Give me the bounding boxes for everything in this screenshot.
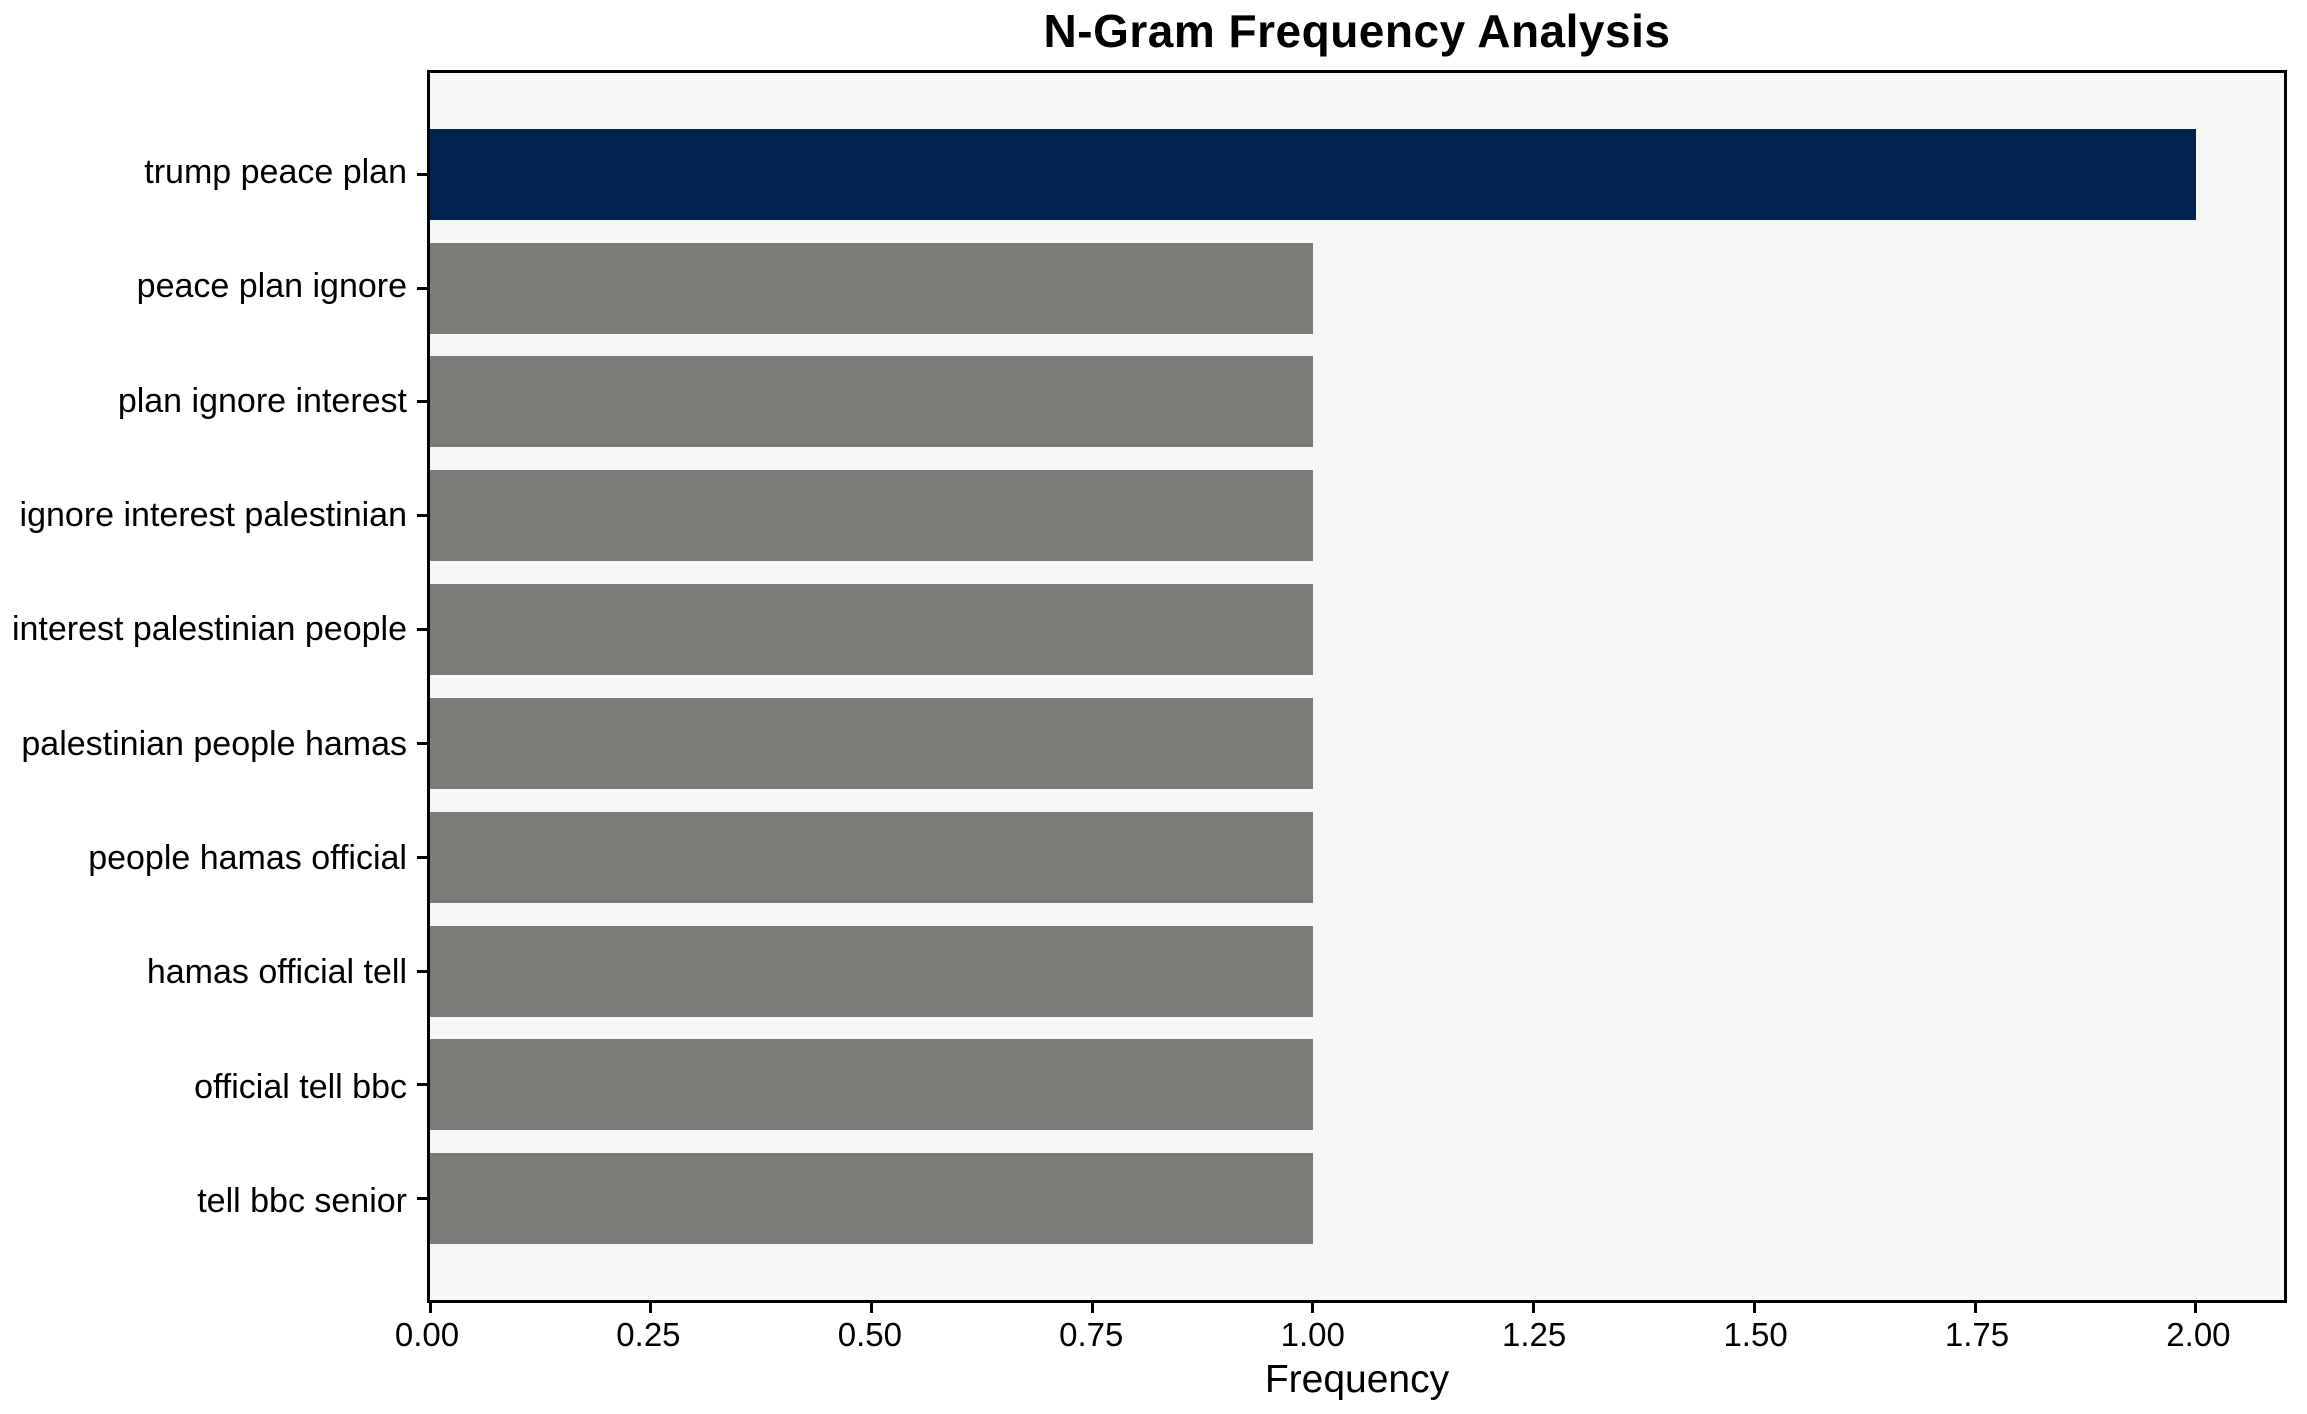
y-tick-mark: [417, 172, 427, 176]
y-tick-mark: [417, 286, 427, 290]
y-tick-label: palestinian people hamas: [21, 724, 407, 763]
x-axis-label: Frequency: [1264, 1358, 1450, 1401]
y-tick-label: ignore interest palestinian: [19, 495, 407, 534]
x-tick-label: 1.75: [1944, 1316, 2010, 1353]
x-tick-label: 2.00: [2166, 1316, 2231, 1353]
y-tick-mark: [417, 741, 427, 745]
y-axis-labels: trump peace plan peace plan ignore plan ig…: [0, 70, 407, 1303]
x-axis-tick-labels: 0.00 0.25 0.50 0.75 1.00 1.25 1.50 1.75 2.00: [395, 1316, 2287, 1362]
x-tick-label: 1.00: [1280, 1316, 1345, 1353]
bar: [430, 811, 1313, 903]
x-tick-label: 0.25: [616, 1316, 681, 1353]
y-tick-label: trump peace plan: [144, 152, 407, 191]
y-tick-mark: [417, 855, 427, 859]
x-tick-label: 0.75: [1059, 1316, 1124, 1353]
bar: [430, 1039, 1313, 1131]
bar: [430, 584, 1313, 676]
bar: [430, 1153, 1313, 1245]
x-tick-mark: [1973, 1303, 1977, 1313]
x-tick-mark: [1090, 1303, 1094, 1313]
x-tick-mark: [1311, 1303, 1315, 1313]
y-tick-mark: [417, 1197, 427, 1201]
y-tick-label: people hamas official: [88, 839, 407, 878]
y-tick-label: hamas official tell: [146, 953, 407, 992]
chart-title: N-Gram Frequency Analysis: [1043, 5, 1671, 57]
x-tick-label: 1.25: [1502, 1316, 1567, 1353]
x-tick-label: 0.00: [394, 1316, 460, 1353]
y-tick-label: interest palestinian people: [11, 610, 407, 649]
bar: [430, 697, 1313, 789]
x-tick-mark: [1752, 1303, 1756, 1313]
bar: [430, 356, 1313, 448]
x-tick-mark: [2194, 1303, 2198, 1313]
y-tick-mark: [417, 514, 427, 518]
x-tick-mark: [428, 1303, 432, 1313]
y-tick-mark: [417, 400, 427, 404]
x-tick-mark: [1532, 1303, 1536, 1313]
y-tick-label: official tell bbc: [194, 1067, 407, 1106]
x-tick-mark: [869, 1303, 873, 1313]
y-tick-mark: [417, 1083, 427, 1087]
bar: [430, 242, 1313, 334]
bar: [430, 470, 1313, 562]
bar: [430, 128, 2196, 220]
y-tick-mark: [417, 628, 427, 632]
x-tick-mark: [649, 1303, 653, 1313]
x-tick-label: 1.50: [1723, 1316, 1788, 1353]
plot-area: [417, 70, 2287, 1313]
bar: [430, 925, 1313, 1017]
y-tick-label: tell bbc senior: [197, 1182, 407, 1221]
y-tick-mark: [417, 969, 427, 973]
x-tick-label: 0.50: [837, 1316, 902, 1353]
y-tick-label: plan ignore interest: [117, 381, 407, 420]
y-tick-label: peace plan ignore: [136, 267, 407, 306]
